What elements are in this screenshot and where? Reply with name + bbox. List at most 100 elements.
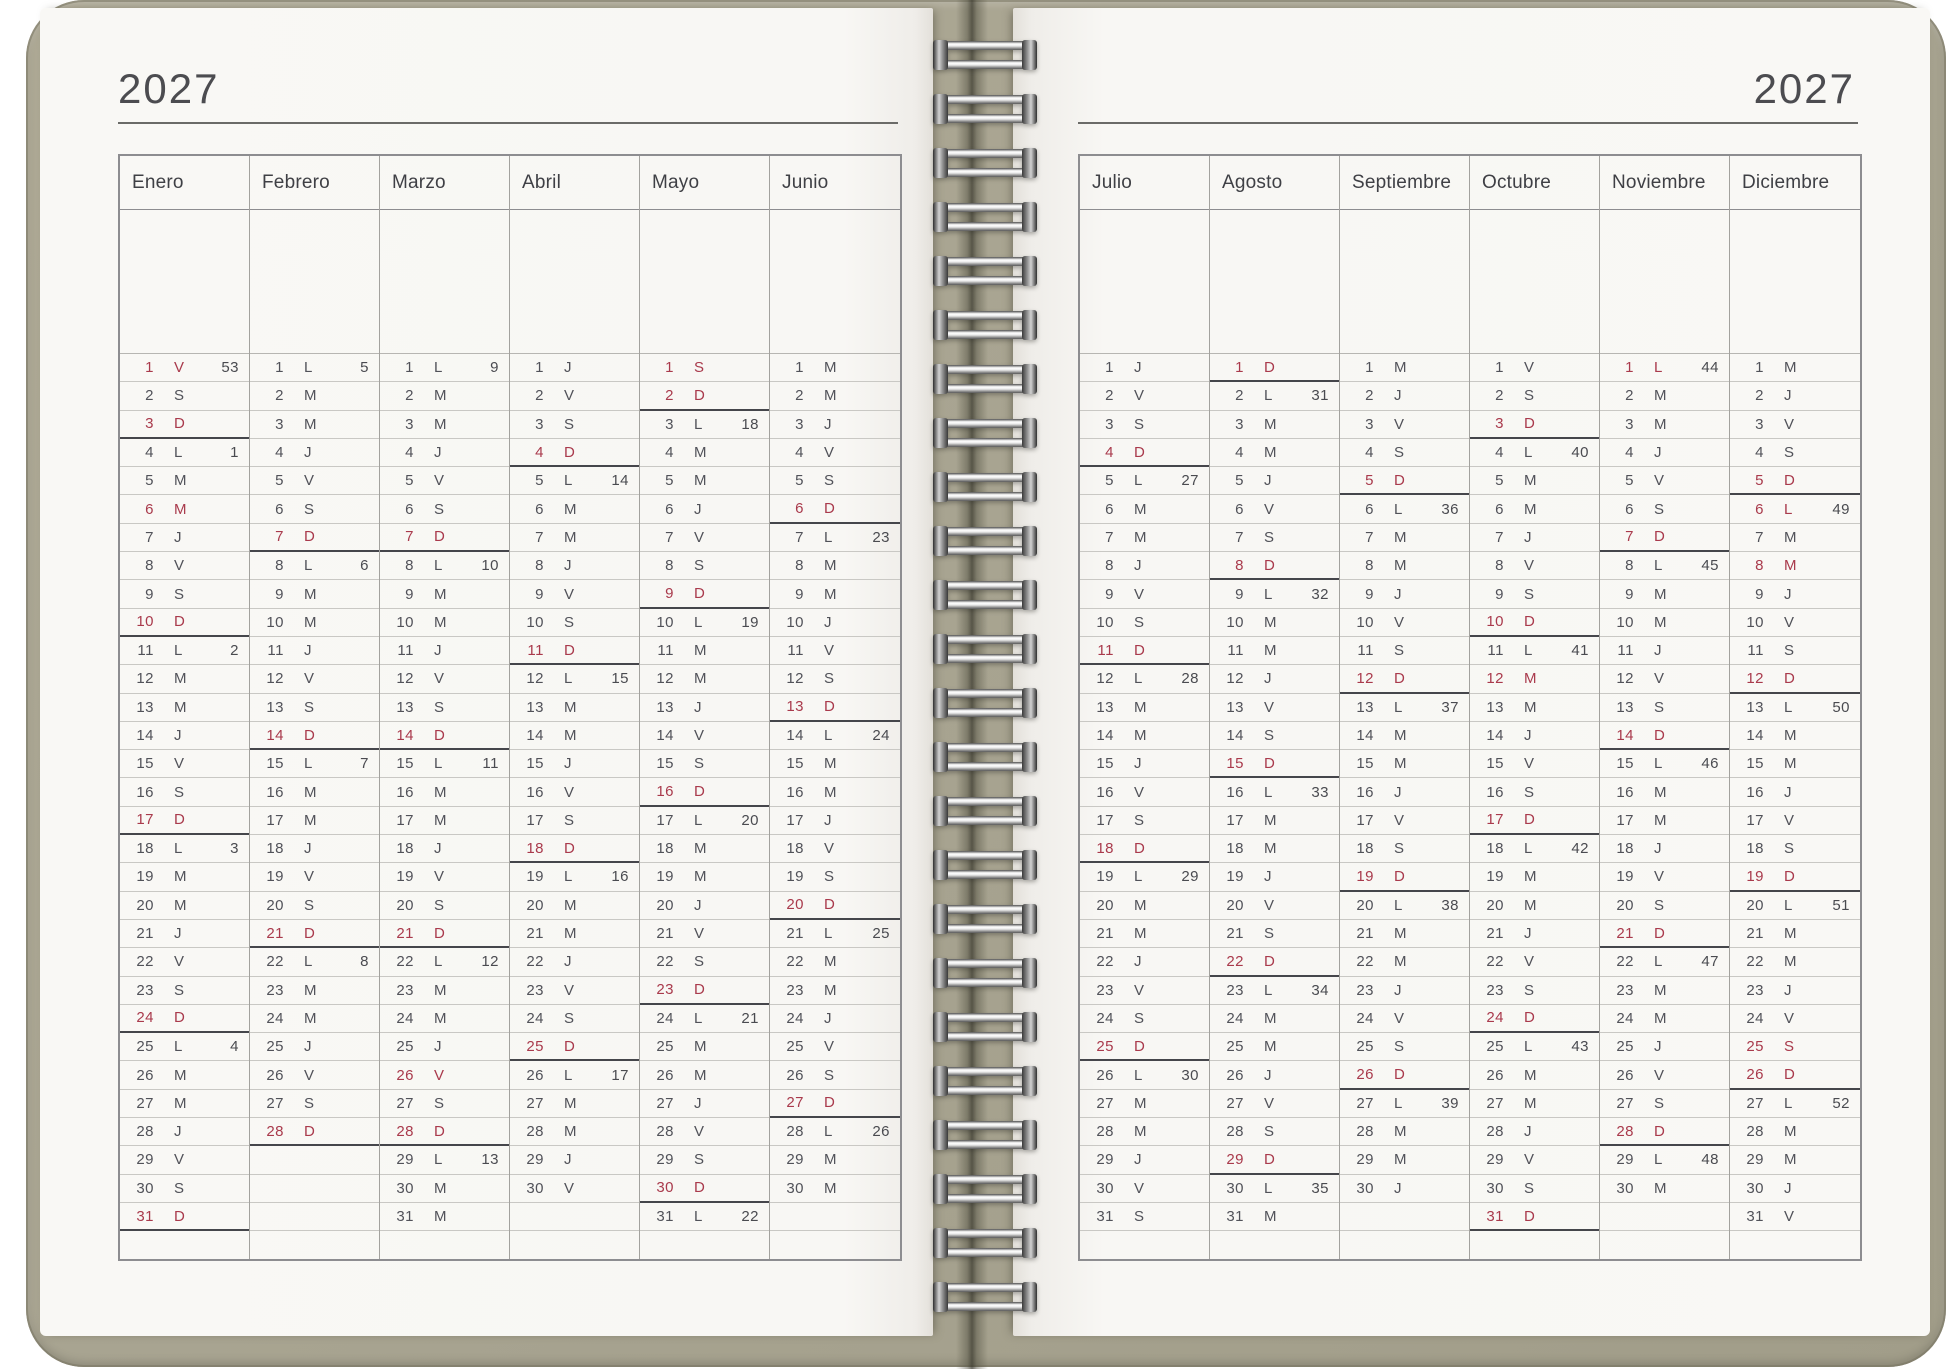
- day-number: 7: [1495, 528, 1504, 546]
- weekday-letter: L: [434, 557, 443, 575]
- blank-row: [1210, 1231, 1339, 1259]
- day-number: 16: [786, 783, 804, 801]
- day-number: 22: [1486, 953, 1504, 971]
- day-cell: [250, 1146, 379, 1175]
- ring-end-cap: [1022, 1012, 1037, 1042]
- weekday-letter: S: [434, 896, 445, 914]
- week-number: 26: [872, 1123, 890, 1141]
- month-name: Diciembre: [1730, 156, 1860, 210]
- weekday-letter: D: [1264, 1150, 1275, 1168]
- day-cell: 14 M: [1730, 722, 1860, 751]
- day-number: 7: [795, 528, 804, 546]
- weekday-letter: D: [1524, 1009, 1535, 1027]
- weekday-letter: D: [1134, 839, 1145, 857]
- ring-wire: [935, 762, 1035, 771]
- month-notes-area: [770, 210, 900, 354]
- day-cell: 25 S: [1730, 1033, 1860, 1062]
- day-cell: 25 J: [250, 1033, 379, 1062]
- day-number: 14: [526, 727, 544, 744]
- day-cell: 16 M: [770, 778, 900, 807]
- month-notes-area: [250, 210, 379, 354]
- day-number: 2: [1495, 387, 1504, 405]
- weekday-letter: L: [1134, 472, 1143, 490]
- day-number: 20: [526, 896, 544, 914]
- day-cell: 11 J: [1600, 637, 1729, 666]
- weekday-letter: L: [1134, 1066, 1143, 1084]
- day-cell: 21 S: [1210, 920, 1339, 949]
- weekday-letter: M: [694, 642, 707, 660]
- day-cell: 31 L 22: [640, 1203, 769, 1232]
- ring-wire: [935, 1248, 1035, 1257]
- month-column-enero: Enero 1 V 53 2 S 3 D 4 L 1 5 M 6 M 7 J 8 V 9 S 10 D 11 L 2 12 M 13 M 1…: [120, 156, 250, 1260]
- day-number: 2: [405, 387, 414, 405]
- day-cell: 20 M: [510, 892, 639, 920]
- week-number: 40: [1571, 444, 1589, 462]
- weekday-letter: J: [1264, 868, 1272, 886]
- day-number: 7: [1365, 528, 1374, 546]
- day-number: 25: [1226, 1038, 1244, 1056]
- day-cell: 27 V: [1210, 1090, 1339, 1119]
- weekday-letter: J: [694, 698, 702, 716]
- day-number: 24: [396, 1009, 414, 1027]
- day-number: 24: [1486, 1009, 1504, 1027]
- day-cell: 26 D: [1340, 1061, 1469, 1090]
- day-cell: 22 J: [1080, 948, 1209, 977]
- day-cell: 19 D: [1340, 863, 1469, 892]
- weekday-letter: D: [1524, 1207, 1535, 1225]
- day-cell: 29 S: [640, 1146, 769, 1175]
- day-cell: 19 V: [1600, 863, 1729, 892]
- ring-end-cap: [1022, 94, 1037, 124]
- day-number: 1: [275, 359, 284, 377]
- day-cell: 30 M: [1600, 1175, 1729, 1203]
- month-name: Febrero: [250, 156, 379, 210]
- day-number: 21: [1356, 925, 1374, 943]
- day-number: 13: [786, 698, 804, 716]
- day-number: 27: [1226, 1094, 1244, 1112]
- spiral-ring: [933, 148, 1037, 178]
- day-cell: 11 J: [380, 637, 509, 666]
- weekday-letter: J: [1524, 727, 1532, 744]
- day-cell: 11 L 41: [1470, 637, 1599, 666]
- weekday-letter: J: [1524, 925, 1532, 943]
- day-cell: 17 J: [770, 807, 900, 836]
- spiral-ring: [933, 634, 1037, 664]
- day-number: 12: [1226, 670, 1244, 688]
- day-cell: 6 L 49: [1730, 495, 1860, 524]
- day-number: 19: [396, 868, 414, 886]
- weekday-letter: M: [174, 1094, 187, 1112]
- day-cell: 12 D: [1730, 665, 1860, 694]
- day-cell: 12 S: [770, 665, 900, 694]
- ring-end-cap: [933, 148, 948, 178]
- weekday-letter: M: [434, 1179, 447, 1197]
- day-number: 19: [1096, 868, 1114, 886]
- spiral-ring: [933, 1120, 1037, 1150]
- day-cell: 13 S: [380, 694, 509, 722]
- day-number: 22: [1226, 952, 1244, 970]
- day-cell: 23 M: [1600, 977, 1729, 1005]
- weekday-letter: S: [824, 1066, 835, 1084]
- day-number: 5: [665, 472, 674, 490]
- weekday-letter: S: [1134, 1208, 1145, 1226]
- weekday-letter: M: [1784, 1123, 1797, 1141]
- week-number: 46: [1701, 755, 1719, 773]
- weekday-letter: M: [174, 472, 187, 490]
- weekday-letter: D: [304, 528, 315, 546]
- day-number: 9: [795, 585, 804, 603]
- day-cell: 14 M: [1340, 722, 1469, 751]
- day-cell: 28 L 26: [770, 1118, 900, 1147]
- weekday-letter: J: [564, 755, 572, 773]
- day-number: 23: [396, 981, 414, 999]
- day-cell: 12 M: [120, 665, 249, 694]
